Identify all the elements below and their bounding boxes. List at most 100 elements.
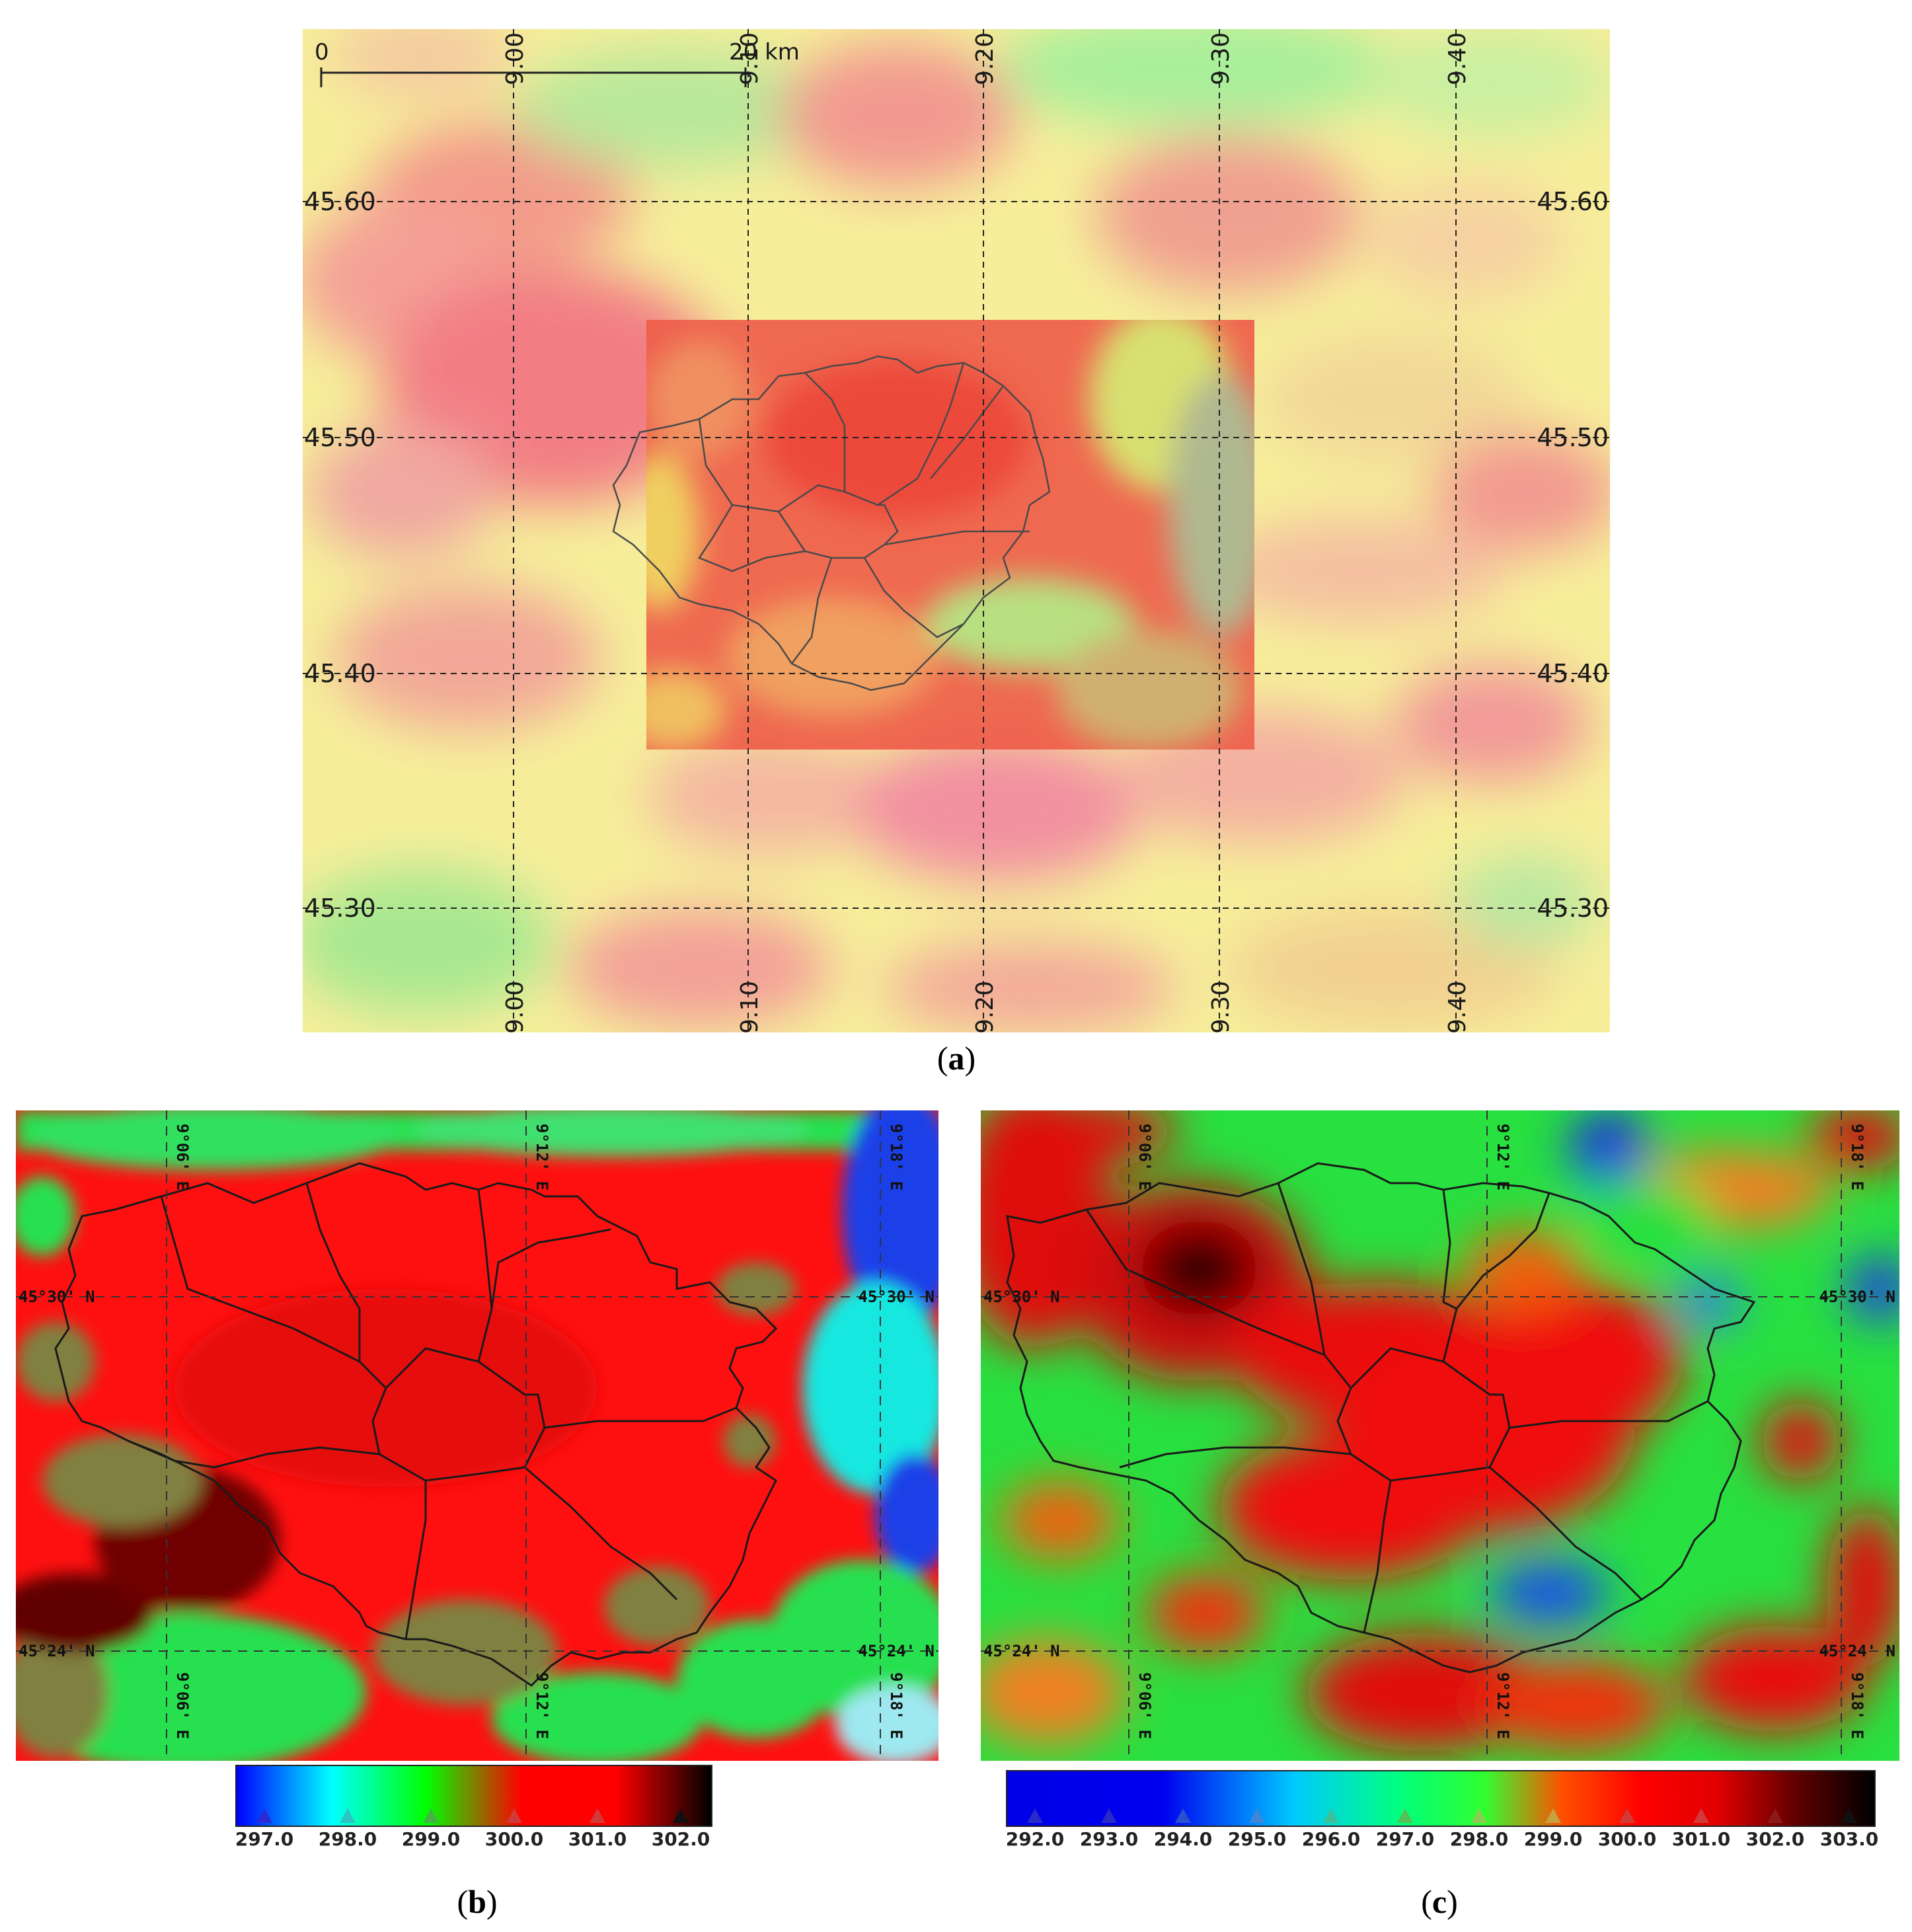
colorbar-tick-label: 295.0 <box>1227 1828 1287 1850</box>
colorbar-marker-icon <box>256 1808 272 1823</box>
lon-label: 9.00 <box>502 32 529 85</box>
colorbar-tick-label: 303.0 <box>1819 1828 1879 1850</box>
colorbar-tick-label: 298.0 <box>318 1828 377 1850</box>
lon-label: 9°12' E <box>533 1124 551 1190</box>
panel-b-temperature-field <box>16 1110 938 1761</box>
caption-a-letter: a <box>948 1040 965 1077</box>
panel-c-colorbar <box>1006 1770 1876 1828</box>
colorbar-tick-label: 302.0 <box>651 1828 710 1850</box>
colorbar-tick-label: 298.0 <box>1449 1828 1509 1850</box>
lat-label: 45°24' N <box>858 1642 935 1660</box>
colorbar-marker-icon <box>1249 1808 1265 1823</box>
lon-label: 9.40 <box>1444 981 1471 1032</box>
panel-b-colorbar <box>235 1765 712 1828</box>
colorbar-tick-label: 294.0 <box>1153 1828 1213 1850</box>
colorbar-tick-label: 296.0 <box>1301 1828 1361 1850</box>
panel-c-city-outline <box>1006 1162 1756 1674</box>
colorbar-marker-icon <box>1175 1808 1191 1823</box>
lon-label: 9°06' E <box>173 1672 192 1739</box>
lat-label: 45.50 <box>1537 423 1609 452</box>
colorbar-marker-icon <box>506 1808 522 1823</box>
lat-label: 45°24' N <box>1819 1642 1895 1660</box>
colorbar-tick-label: 301.0 <box>568 1828 627 1850</box>
colorbar-marker-icon <box>590 1808 605 1823</box>
scale-bar-start: 0 <box>315 39 329 65</box>
scale-bar-end: 20 km <box>729 39 800 65</box>
lat-label: 45.60 <box>1537 187 1609 216</box>
panel-c-colorbar-ticks: 292.0 293.0 294.0 295.0 296.0 297.0 298.0 299.0… <box>1005 1808 1879 1861</box>
colorbar-tick-label: 293.0 <box>1079 1828 1139 1850</box>
lat-label: 45°30' N <box>1819 1288 1895 1306</box>
panel-a-lat-labels-right: 45.60 45.50 45.40 45.30 <box>1537 187 1609 923</box>
colorbar-tick-label: 299.0 <box>1523 1828 1583 1850</box>
lat-label: 45.40 <box>304 659 376 688</box>
lon-label: 9°18' E <box>1848 1672 1866 1739</box>
panel-b-colorbar-gradient <box>235 1765 712 1827</box>
panel-a-lon-labels-top: 9.00 9.10 9.20 9.30 9.40 <box>502 32 1471 85</box>
panel-b-map: 9°06' E 9°12' E 9°18' E 9°06' E 9°12' E … <box>16 1110 938 1761</box>
lon-label: 9.30 <box>1207 32 1235 85</box>
lon-label: 9.00 <box>502 981 529 1032</box>
lon-label: 9°12' E <box>533 1672 551 1739</box>
caption-b-letter: b <box>468 1883 486 1920</box>
lon-label: 9°06' E <box>1135 1672 1154 1739</box>
colorbar-marker-icon <box>1545 1808 1561 1823</box>
scale-bar: 0 20 km <box>315 39 800 87</box>
panel-c-graticule <box>981 1110 1899 1761</box>
panel-a-inner-map <box>612 320 1254 750</box>
lat-label: 45°30' N <box>983 1288 1060 1306</box>
panel-b-colorbar-ticks: 297.0 298.0 299.0 300.0 301.0 302.0 <box>235 1808 712 1861</box>
lon-label: 9.10 <box>736 32 763 85</box>
lat-label: 45°24' N <box>983 1642 1060 1660</box>
colorbar-marker-icon <box>340 1808 356 1823</box>
colorbar-marker-icon <box>1101 1808 1117 1823</box>
colorbar-tick-label: 299.0 <box>401 1828 461 1850</box>
colorbar-tick-label: 292.0 <box>1005 1828 1065 1850</box>
panel-a-svg: 0 20 km 9.00 9.10 9.20 9.30 9.40 9.00 9.… <box>303 29 1610 1032</box>
panel-c-labels: 9°06' E 9°12' E 9°18' E 9°06' E 9°12' E … <box>983 1124 1895 1739</box>
lon-label: 9°06' E <box>173 1124 192 1190</box>
colorbar-marker-icon <box>1619 1808 1635 1823</box>
colorbar-tick-label: 297.0 <box>235 1828 294 1850</box>
colorbar-marker-icon <box>1693 1808 1709 1823</box>
colorbar-marker-icon <box>673 1808 689 1823</box>
panel-c-svg: 9°06' E 9°12' E 9°18' E 9°06' E 9°12' E … <box>981 1110 1899 1761</box>
lon-label: 9.20 <box>972 981 999 1032</box>
panel-b-city-outline <box>54 1162 778 1687</box>
colorbar-marker-icon <box>1471 1808 1487 1823</box>
lat-label: 45.30 <box>304 894 376 923</box>
colorbar-tick-label: 297.0 <box>1375 1828 1435 1850</box>
panel-c-map: 9°06' E 9°12' E 9°18' E 9°06' E 9°12' E … <box>981 1110 1899 1761</box>
colorbar-marker-icon <box>1397 1808 1413 1823</box>
panel-c-colorbar-gradient <box>1006 1770 1876 1827</box>
lat-label: 45.30 <box>1537 894 1609 923</box>
colorbar-marker-icon <box>423 1808 439 1823</box>
lon-label: 9°18' E <box>887 1672 905 1739</box>
caption-c: (c) <box>1421 1883 1458 1920</box>
lon-label: 9°12' E <box>1494 1124 1512 1190</box>
panel-a-graticule <box>303 29 1610 1032</box>
colorbar-marker-icon <box>1027 1808 1043 1823</box>
lat-label: 45°24' N <box>19 1642 95 1660</box>
lat-label: 45.60 <box>304 187 376 216</box>
lon-label: 9°18' E <box>1848 1124 1866 1190</box>
lat-label: 45.50 <box>304 423 376 452</box>
caption-b: (b) <box>457 1883 498 1920</box>
panel-a-lat-labels-left: 45.60 45.50 45.40 45.30 <box>304 187 376 923</box>
panel-c-temperature-field <box>981 1110 1899 1752</box>
colorbar-marker-icon <box>1841 1808 1857 1823</box>
panel-a-map: 0 20 km 9.00 9.10 9.20 9.30 9.40 9.00 9.… <box>303 29 1610 1032</box>
panel-b-labels: 9°06' E 9°12' E 9°18' E 9°06' E 9°12' E … <box>19 1124 935 1739</box>
caption-a: (a) <box>937 1040 976 1077</box>
caption-c-letter: c <box>1432 1883 1447 1920</box>
panel-a-lon-labels-bottom: 9.00 9.10 9.20 9.30 9.40 <box>502 981 1471 1032</box>
colorbar-tick-label: 300.0 <box>484 1828 544 1850</box>
lon-label: 9.40 <box>1444 32 1471 85</box>
lon-label: 9°12' E <box>1494 1672 1512 1739</box>
colorbar-tick-label: 301.0 <box>1671 1828 1731 1850</box>
lat-label: 45°30' N <box>19 1288 95 1306</box>
lon-label: 9.10 <box>736 981 763 1032</box>
lat-label: 45.40 <box>1537 659 1609 688</box>
lon-label: 9.20 <box>972 32 999 85</box>
lon-label: 9°18' E <box>887 1124 905 1190</box>
